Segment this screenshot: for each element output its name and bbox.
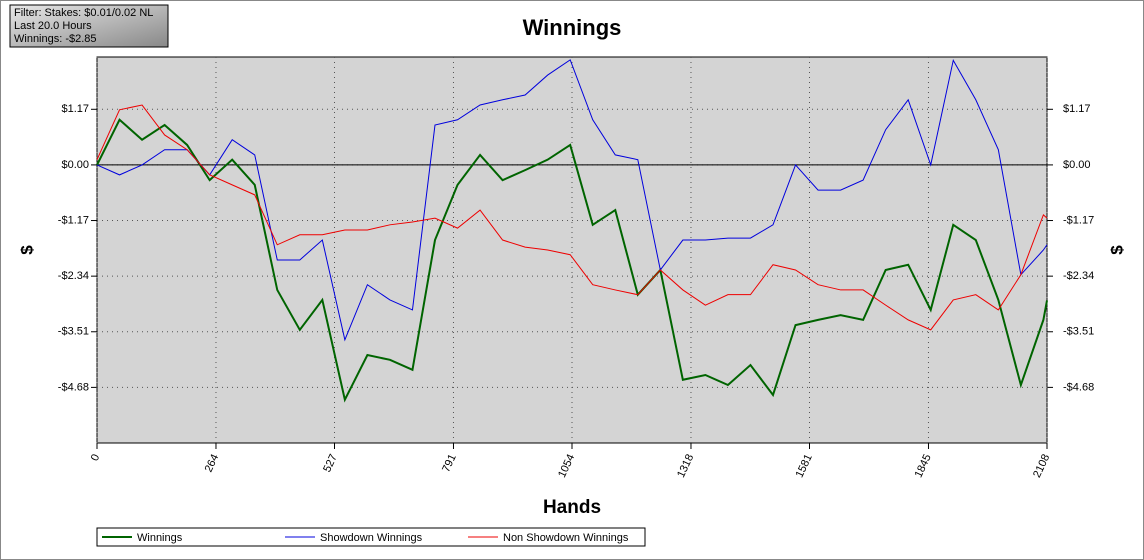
series-line <box>96 58 1048 342</box>
y-tick-label: -$2.34 <box>58 270 89 282</box>
plot-area <box>96 56 1048 444</box>
y-tick-label: -$1.17 <box>58 214 89 226</box>
y-tick-label: $0.00 <box>61 159 89 171</box>
series-line <box>96 104 1048 331</box>
info-line: Last 20.0 Hours <box>14 20 92 32</box>
legend-label: Winnings <box>137 532 183 544</box>
legend-label: Showdown Winnings <box>320 532 423 544</box>
y-tick-label: $0.00 <box>1063 159 1091 171</box>
info-line: Winnings: -$2.85 <box>14 33 97 45</box>
legend <box>96 527 646 547</box>
y-tick-label: -$3.51 <box>58 326 89 338</box>
y-tick-label: -$4.68 <box>58 381 89 393</box>
info-box <box>9 4 169 48</box>
y-tick-label: -$2.34 <box>1063 270 1094 282</box>
x-tick-label: 0 <box>89 452 102 463</box>
y-tick-label: -$3.51 <box>1063 326 1094 338</box>
legend-label: Non Showdown Winnings <box>503 532 629 544</box>
info-line: Filter: Stakes: $0.01/0.02 NL <box>14 7 153 19</box>
x-axis-title: Hands <box>543 497 601 518</box>
y-tick-label: $1.17 <box>1063 103 1091 115</box>
y-tick-label: $1.17 <box>61 103 89 115</box>
y-tick-label: -$4.68 <box>1063 381 1094 393</box>
chart-title: Winnings <box>523 15 622 40</box>
y-axis-title: $ <box>17 245 36 255</box>
y-axis-title: $ <box>1107 245 1126 255</box>
y-tick-label: -$1.17 <box>1063 214 1094 226</box>
